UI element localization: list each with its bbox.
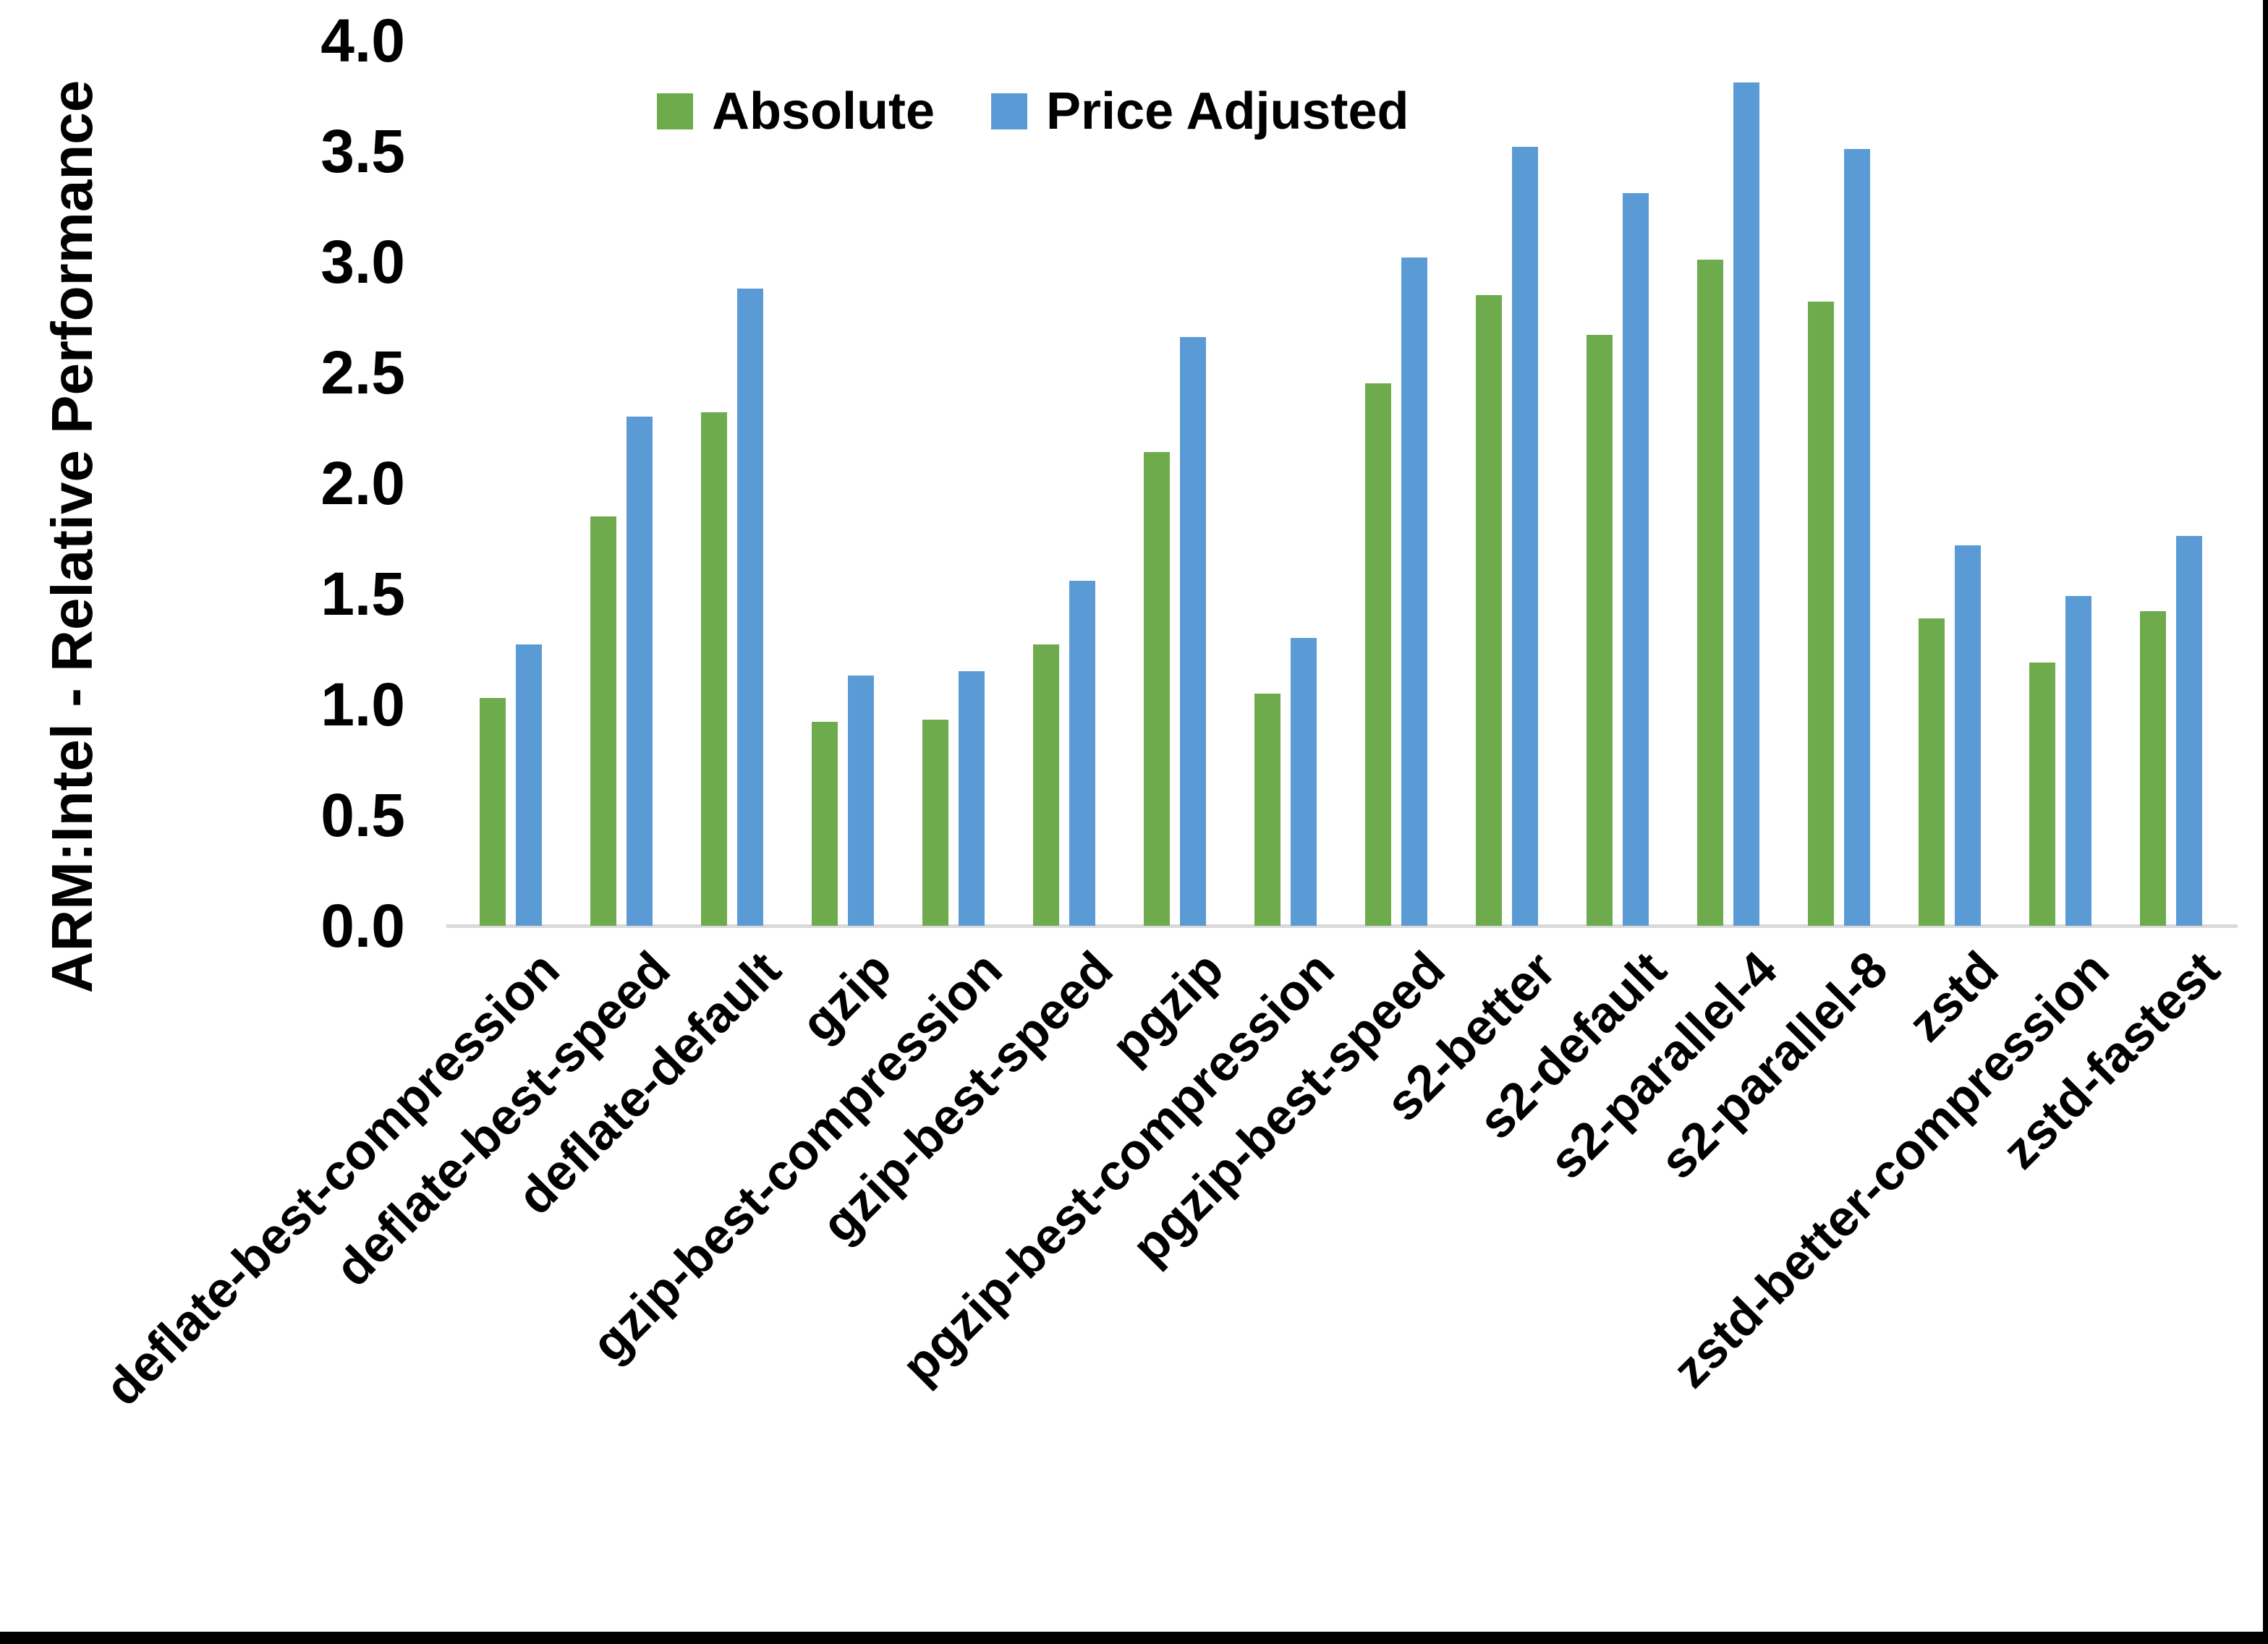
y-tick-label: 0.5 xyxy=(320,781,405,849)
bar-absolute xyxy=(812,722,838,926)
bar-absolute xyxy=(1587,335,1613,926)
legend-item-price-adjusted: Price Adjusted xyxy=(991,82,1409,140)
bar-group xyxy=(1697,82,1759,926)
y-tick-label: 1.5 xyxy=(320,560,405,628)
bar-group xyxy=(1144,337,1206,926)
legend-swatch-price-adjusted xyxy=(991,93,1028,129)
bar-group xyxy=(1587,193,1649,926)
bar-price-adjusted xyxy=(1623,193,1649,926)
bar-price-adjusted xyxy=(1733,82,1759,926)
x-axis-line xyxy=(446,924,2238,928)
bar-absolute xyxy=(1476,295,1502,926)
legend-label-absolute: Absolute xyxy=(712,82,935,140)
legend-label-price-adjusted: Price Adjusted xyxy=(1046,82,1409,140)
bar-absolute xyxy=(480,698,506,926)
bar-price-adjusted xyxy=(1512,147,1538,926)
bar-price-adjusted xyxy=(1844,149,1870,926)
bar-price-adjusted xyxy=(2176,536,2202,926)
bar-group xyxy=(2029,596,2091,926)
y-tick-label: 4.0 xyxy=(320,7,405,74)
bar-group xyxy=(812,676,874,926)
legend: Absolute Price Adjusted xyxy=(657,82,1409,140)
bar-price-adjusted xyxy=(737,289,763,926)
bar-price-adjusted xyxy=(848,676,874,926)
bar-absolute xyxy=(590,516,616,926)
y-tick-label: 0.0 xyxy=(320,892,405,960)
bar-price-adjusted xyxy=(2065,596,2091,926)
bar-price-adjusted xyxy=(1955,545,1981,926)
bar-price-adjusted xyxy=(1069,581,1095,926)
legend-swatch-absolute xyxy=(657,93,693,129)
legend-item-absolute: Absolute xyxy=(657,82,935,140)
y-tick-label: 1.0 xyxy=(320,670,405,738)
bar-price-adjusted xyxy=(1291,638,1317,926)
bar-absolute xyxy=(922,720,948,926)
bar-price-adjusted xyxy=(516,644,542,926)
bar-absolute xyxy=(2029,663,2055,926)
bar-group xyxy=(1919,545,1981,926)
bar-group xyxy=(2140,536,2202,926)
bar-absolute xyxy=(1365,383,1391,926)
bar-absolute xyxy=(1697,260,1723,926)
bar-price-adjusted xyxy=(1401,257,1427,926)
screenshot-right-border xyxy=(2263,0,2268,1644)
bar-absolute xyxy=(1919,618,1945,926)
bar-group xyxy=(1808,149,1870,926)
bar-group xyxy=(590,417,653,926)
y-tick-label: 3.5 xyxy=(320,117,405,185)
bar-group xyxy=(480,644,542,926)
screenshot-bottom-border xyxy=(0,1632,2268,1644)
bar-absolute xyxy=(701,412,727,926)
y-tick-label: 2.5 xyxy=(320,338,405,406)
y-axis-title: ARM:Intel - Relative Performance xyxy=(40,80,104,994)
bar-price-adjusted xyxy=(1180,337,1206,926)
bar-absolute xyxy=(1033,644,1059,926)
y-tick-label: 2.0 xyxy=(320,449,405,517)
bar-price-adjusted xyxy=(627,417,653,926)
bar-group xyxy=(1033,581,1095,926)
bar-absolute xyxy=(1808,302,1834,926)
bar-price-adjusted xyxy=(959,671,985,926)
bar-absolute xyxy=(1144,452,1170,926)
y-tick-label: 3.0 xyxy=(320,228,405,296)
bar-absolute xyxy=(1254,694,1280,926)
bar-group xyxy=(701,289,763,926)
bar-group xyxy=(1254,638,1317,926)
bar-group xyxy=(1476,147,1538,926)
bar-group xyxy=(922,671,985,926)
bar-absolute xyxy=(2140,611,2166,926)
bar-group xyxy=(1365,257,1427,926)
